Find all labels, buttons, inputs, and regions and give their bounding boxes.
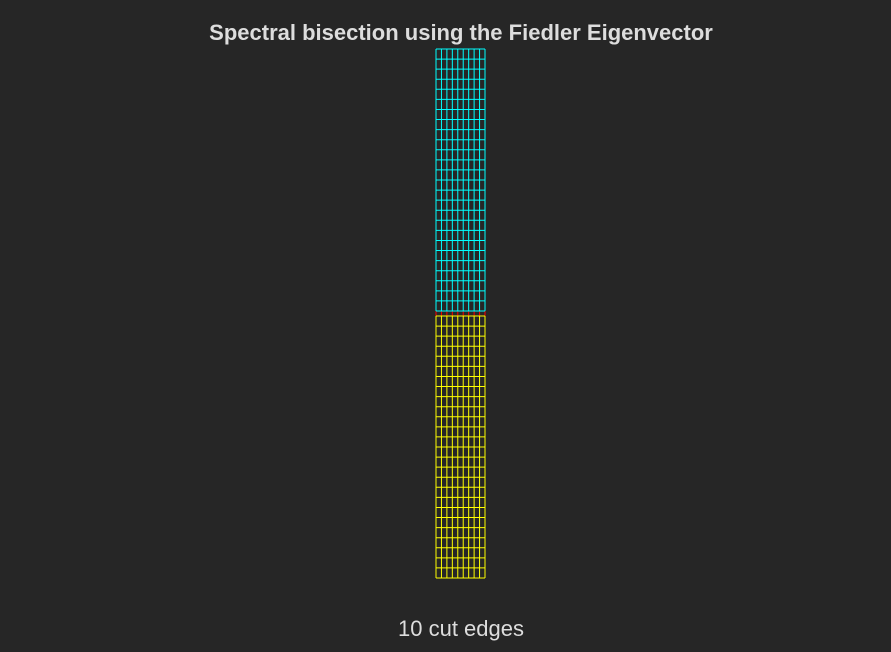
partition-cyan <box>435 48 486 312</box>
partitioned-grid-graph <box>435 48 486 579</box>
diagram-title: Spectral bisection using the Fiedler Eig… <box>209 20 713 45</box>
cut-edges <box>435 311 486 316</box>
partition-yellow <box>435 315 486 579</box>
cut-edges-caption: 10 cut edges <box>398 616 524 641</box>
